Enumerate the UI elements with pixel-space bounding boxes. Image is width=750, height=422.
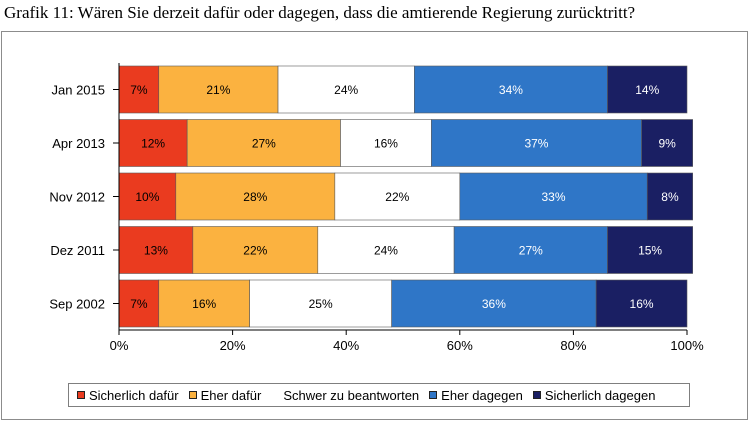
bar-segment (175, 172, 336, 221)
legend-item: Schwer zu beantworten (271, 388, 419, 403)
data-label: 27% (519, 244, 543, 258)
x-tick-label: 20% (220, 338, 246, 353)
bar-segment (317, 226, 455, 274)
bar-segment (118, 65, 160, 114)
category-label: Sep 2002 (49, 297, 105, 312)
legend-label: Eher dagegen (441, 387, 523, 403)
data-label: 27% (252, 137, 276, 151)
bar-segment (414, 65, 608, 114)
legend-item: Sicherlich dagegen (532, 387, 656, 403)
data-label: 13% (144, 244, 168, 258)
x-tick-label: 80% (560, 338, 586, 353)
x-tick-label: 60% (447, 338, 473, 353)
legend: Sicherlich dafür Eher dafür Schwer zu bean… (68, 383, 690, 407)
data-label: 22% (385, 190, 409, 204)
x-tick-label: 40% (333, 338, 359, 353)
category-label: Nov 2012 (49, 190, 105, 205)
bar-segment (459, 172, 648, 221)
bar-segment (595, 279, 688, 328)
legend-swatch (77, 391, 85, 399)
data-label: 28% (243, 190, 267, 204)
bar-segment (277, 65, 415, 114)
chart-title: Grafik 11: Wären Sie derzeit dafür oder … (4, 3, 636, 22)
bar-segment (641, 119, 693, 167)
bar-segment (391, 279, 597, 328)
legend-item: Eher dafür (188, 387, 262, 403)
bar-segment (186, 119, 341, 167)
data-label: 16% (630, 297, 654, 311)
data-label: 10% (135, 190, 159, 204)
data-label: 12% (141, 137, 165, 151)
bar-segment (118, 119, 188, 167)
bar-segment (431, 119, 642, 167)
data-label: 24% (334, 83, 358, 97)
data-label: 34% (499, 83, 523, 97)
legend-swatch (188, 391, 197, 399)
data-label: 7% (130, 83, 148, 97)
bar-segment (646, 172, 693, 221)
legend-swatch (429, 391, 438, 399)
data-label: 25% (309, 297, 333, 311)
bar-segment (118, 279, 160, 328)
data-label: 37% (524, 137, 548, 151)
bar-segment (340, 119, 432, 167)
data-label: 7% (130, 297, 148, 311)
data-label: 16% (192, 297, 216, 311)
bar-segment (334, 172, 461, 221)
data-label: 9% (658, 137, 676, 151)
category-label: Dez 2011 (50, 243, 105, 258)
data-label: 22% (243, 244, 267, 258)
legend-label: Eher dafür (200, 387, 262, 403)
data-label: 15% (638, 244, 662, 258)
bar-segment (249, 279, 392, 328)
legend-label: Schwer zu beantworten (283, 387, 420, 403)
category-label: Jan 2015 (52, 83, 106, 98)
legend-swatch (271, 391, 280, 399)
category-label: Apr 2013 (52, 136, 105, 151)
x-tick-label: 0% (110, 338, 129, 353)
data-label: 14% (635, 83, 659, 97)
legend-item: Sicherlich dafür (77, 388, 179, 403)
bar-segment (192, 226, 319, 274)
bar-segment (118, 172, 177, 221)
data-label: 16% (374, 137, 398, 151)
axes-layer: Jan 2015 Apr 2013 Nov 2012 Dez 2011 Sep 2002… (49, 63, 704, 353)
data-label: 36% (482, 297, 506, 311)
data-label: 8% (661, 190, 679, 204)
bar-segment (607, 226, 693, 274)
legend-label: Sicherlich dafür (89, 387, 179, 403)
x-tick-label: 100% (670, 338, 704, 353)
legend-swatch (532, 391, 541, 399)
legend-item: Eher dagegen (429, 388, 523, 403)
data-label: 21% (206, 83, 230, 97)
legend-label: Sicherlich dagegen (544, 387, 656, 403)
bar-segment (607, 65, 688, 114)
bars-layer: 7% 21% 24% 34% 14% 12% 27% 16% 37% 9% 10% 28% 22% 33%… (118, 65, 693, 328)
data-label: 33% (542, 190, 566, 204)
data-label: 24% (374, 244, 398, 258)
